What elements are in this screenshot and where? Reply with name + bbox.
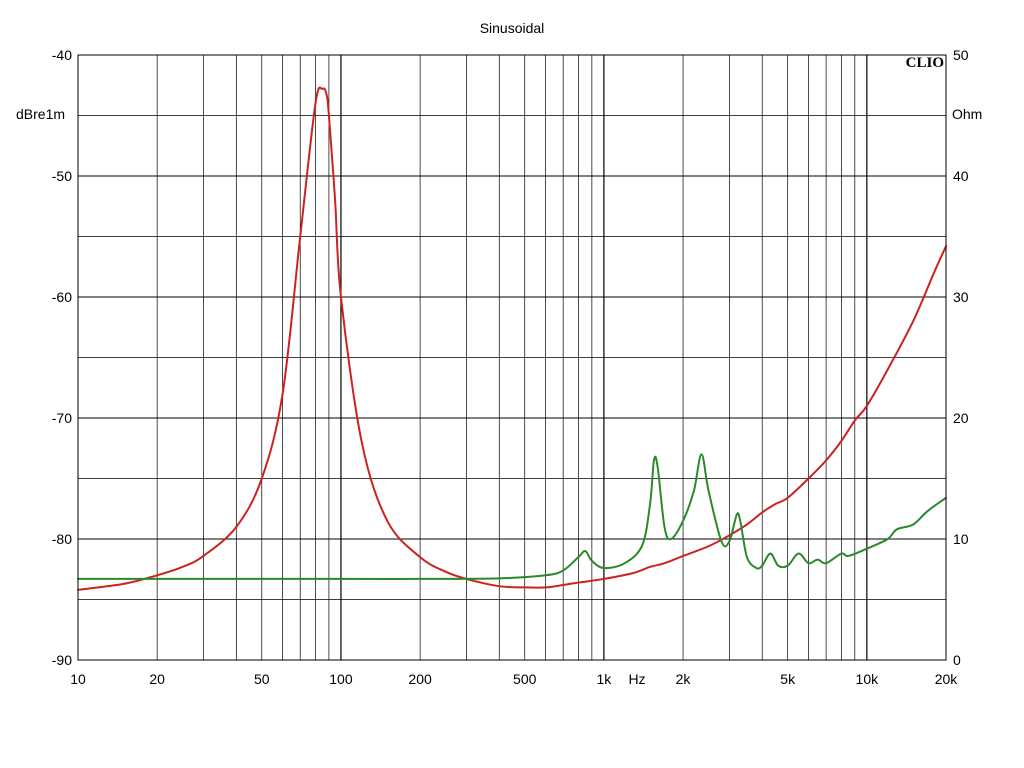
y-right-axis-label: Ohm [952,106,982,122]
x-tick-label: 50 [254,671,270,687]
series-layer [77,86,947,591]
x-tick-label: 100 [329,671,353,687]
y-right-tick-label: 40 [953,168,969,184]
y-right-tick-labels: 50 40 30 20 10 0 [953,47,969,668]
y-right-tick-label: 20 [953,410,969,426]
grid-minor [78,55,946,660]
x-tick-label: 20 [149,671,165,687]
x-tick-label: 10k [856,671,880,687]
y-left-tick-label: -80 [52,531,72,547]
y-left-tick-labels: -40 -50 -60 -70 -80 -90 [52,47,72,668]
y-right-tick-label: 0 [953,652,961,668]
y-right-tick-label: 50 [953,47,969,63]
series-line-green [77,453,947,580]
y-left-axis-label: dBre1m [16,106,65,122]
x-tick-labels: 10 20 50 100 200 500 1k 2k 5k 10k 20k [70,671,958,687]
y-left-tick-label: -40 [52,47,72,63]
x-tick-label: 10 [70,671,86,687]
y-left-tick-label: -70 [52,410,72,426]
plot-frame [77,54,947,661]
x-axis-unit-label: Hz [628,671,645,687]
y-left-tick-label: -90 [52,652,72,668]
y-left-tick-label: -60 [52,289,72,305]
y-left-tick-label: -50 [52,168,72,184]
y-right-tick-label: 10 [953,531,969,547]
grid-major [78,55,946,660]
x-tick-label: 2k [676,671,692,687]
x-tick-label: 5k [780,671,796,687]
clio-logo: CLIO [906,55,944,71]
x-tick-label: 1k [596,671,612,687]
x-tick-label: 500 [513,671,537,687]
series-line-red [77,86,947,591]
x-tick-label: 200 [408,671,432,687]
chart-title: Sinusoidal [480,20,545,36]
y-right-tick-label: 30 [953,289,969,305]
x-tick-label: 20k [935,671,959,687]
